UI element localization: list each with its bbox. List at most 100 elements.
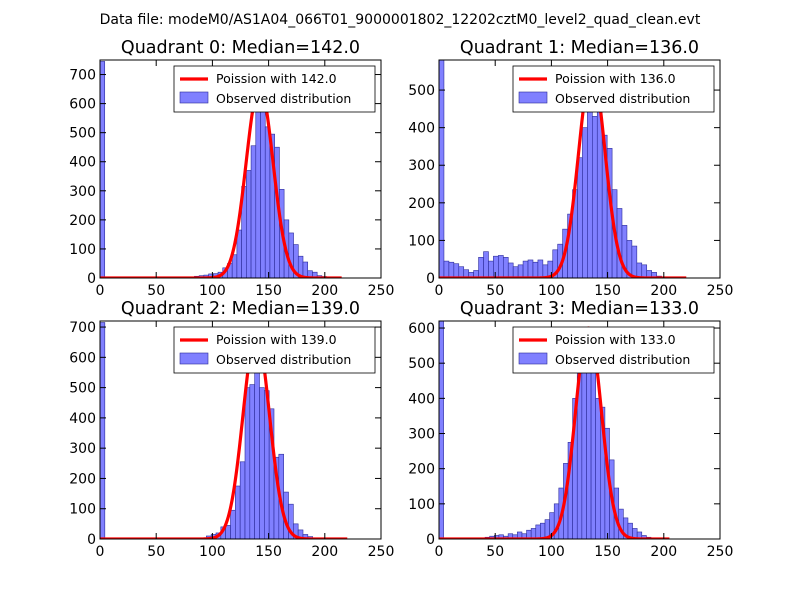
quadrant-0-bar <box>100 61 106 278</box>
quadrant-2-ytick-label: 700 <box>69 320 96 336</box>
quadrant-1-bar <box>641 264 648 278</box>
quadrant-2-panel: Quadrant 2: Median=139.0 0 50 100 150 200 250 0… <box>69 299 394 560</box>
quadrant-2-ytick-label: 400 <box>69 411 96 427</box>
quadrant-2-bar <box>244 387 251 539</box>
quadrant-1-bar <box>439 60 445 278</box>
quadrant-1-bar <box>631 245 638 278</box>
quadrant-0-ytick-label: 400 <box>69 155 96 171</box>
quadrant-2-xtick-label: 100 <box>199 544 226 560</box>
quadrant-1-ytick-label: 500 <box>408 83 435 99</box>
quadrant-0-bar <box>312 271 318 278</box>
quadrant-3-legend-box <box>512 326 715 374</box>
quadrant-1-bar <box>517 264 524 278</box>
quadrant-0-title: Quadrant 0: Median=142.0 <box>121 38 360 58</box>
quadrant-1-bar <box>483 251 489 278</box>
quadrant-0-panel: Quadrant 0: Median=142.0 0 50 100 150 200 250 0… <box>69 38 394 299</box>
quadrant-0-ytick-label: 600 <box>69 97 96 113</box>
quadrant-3-bar <box>590 362 596 539</box>
quadrant-1-xtick-label: 0 <box>435 283 444 299</box>
quadrant-1-bar <box>488 260 494 278</box>
quadrant-0-poisson-curve <box>100 84 343 278</box>
quadrant-0-bar <box>260 100 266 278</box>
quadrant-1-bar <box>522 260 529 278</box>
quadrant-1-ytick-label: 0 <box>426 271 435 287</box>
quadrant-1-legend-bars-label: Observed distribution <box>555 91 690 106</box>
quadrant-1-bar <box>458 266 465 278</box>
quadrant-1-bar <box>532 261 539 278</box>
quadrant-1-bar <box>582 127 588 278</box>
quadrant-1-bar <box>507 262 514 278</box>
quadrant-2-ytick-label: 300 <box>69 441 96 457</box>
quadrant-2-ytick-label: 500 <box>69 381 96 397</box>
quadrant-3-legend-curve-label: Poission with 133.0 <box>555 332 676 347</box>
quadrant-2-frame <box>99 320 382 540</box>
quadrant-1-bar <box>498 255 504 278</box>
quadrant-1-panel: Quadrant 1: Median=136.0 0 50 100 150 200 250 0… <box>408 38 733 299</box>
quadrant-3-title: Quadrant 3: Median=133.0 <box>460 299 699 319</box>
quadrant-2-ytick-label: 100 <box>69 502 96 518</box>
quadrant-3-bar <box>595 398 601 539</box>
quadrant-1-xtick-label: 250 <box>707 283 734 299</box>
quadrant-1-bar <box>537 259 544 278</box>
quadrant-0-xtick-label: 150 <box>255 283 282 299</box>
quadrant-1-bar <box>512 266 519 278</box>
quadrant-0-ytick-label: 300 <box>69 184 96 200</box>
quadrant-0-ytick-label: 100 <box>69 242 96 258</box>
quadrant-3-xtick-label: 200 <box>650 544 677 560</box>
quadrant-3-legend: Poission with 133.0 Observed distribution <box>512 326 715 374</box>
quadrant-1-bar <box>587 86 593 278</box>
quadrant-1-xtick-label: 200 <box>650 283 677 299</box>
quadrant-2-bar <box>235 485 241 539</box>
quadrant-2-ytick-label: 0 <box>87 532 96 548</box>
quadrant-0-plot-area <box>100 61 343 278</box>
quadrant-2-xtick-label: 250 <box>368 544 395 560</box>
quadrant-0-ytick-label: 700 <box>69 68 96 84</box>
quadrant-1-ytick-label: 200 <box>408 196 435 212</box>
quadrant-2-legend: Poission with 139.0 Observed distribution <box>173 326 376 374</box>
quadrant-0-bar <box>250 145 257 278</box>
quadrant-2-bar <box>230 509 236 539</box>
quadrant-0-bar <box>246 170 252 278</box>
quadrant-1-xtick-label: 100 <box>538 283 565 299</box>
quadrant-3-bar <box>439 321 444 539</box>
quadrant-3-xtick-label: 0 <box>435 544 444 560</box>
quadrant-3-legend-bars-swatch <box>518 352 548 365</box>
quadrant-2-bar <box>225 525 231 539</box>
quadrant-0-bar <box>255 91 261 278</box>
quadrant-1-bar <box>478 257 484 278</box>
quadrant-1-bar <box>636 262 643 278</box>
quadrant-3-ytick-label: 100 <box>408 497 435 513</box>
figure-suptitle: Data file: modeM0/AS1A04_066T01_90000018… <box>100 12 701 28</box>
quadrant-1-title: Quadrant 1: Median=136.0 <box>460 38 699 58</box>
quadrant-1-ytick-label: 300 <box>408 158 435 174</box>
quadrant-panels: Quadrant 0: Median=142.0 0 50 100 150 200 250 0… <box>69 38 733 560</box>
quadrant-0-bar <box>302 261 309 278</box>
quadrant-1-bar <box>502 257 509 278</box>
quadrant-0-xtick-label: 50 <box>147 283 165 299</box>
quadrant-2-bar <box>249 384 255 539</box>
quadrant-0-bar <box>231 254 238 278</box>
quadrant-1-bar <box>443 260 450 278</box>
quadrant-1-ytick-label: 400 <box>408 121 435 137</box>
quadrant-2-xtick-label: 50 <box>147 544 165 560</box>
quadrant-3-poisson-curve <box>439 326 671 539</box>
quadrant-3-ytick-label: 400 <box>408 391 435 407</box>
quadrant-2-ytick-label: 200 <box>69 471 96 487</box>
quadrant-1-bar <box>592 116 598 278</box>
quadrant-2-legend-box <box>173 326 376 374</box>
quadrant-3-ytick-label: 200 <box>408 462 435 478</box>
quadrant-0-ytick-label: 500 <box>69 126 96 142</box>
quadrant-1-bar <box>577 157 583 278</box>
quadrant-3-bar <box>540 522 546 539</box>
quadrant-3-ytick-label: 0 <box>426 532 435 548</box>
quadrant-1-bar <box>493 255 499 278</box>
quadrant-1-xtick-label: 50 <box>486 283 504 299</box>
quadrant-0-ytick-label: 0 <box>87 271 96 287</box>
quadrant-3-xtick-label: 150 <box>594 544 621 560</box>
quadrant-3-legend-bars-label: Observed distribution <box>555 352 690 367</box>
quadrant-1-frame <box>438 59 721 279</box>
quadrant-1-bar <box>527 259 534 278</box>
quadrant-3-ytick-label: 300 <box>408 427 435 443</box>
quadrant-0-legend-box <box>173 65 376 113</box>
